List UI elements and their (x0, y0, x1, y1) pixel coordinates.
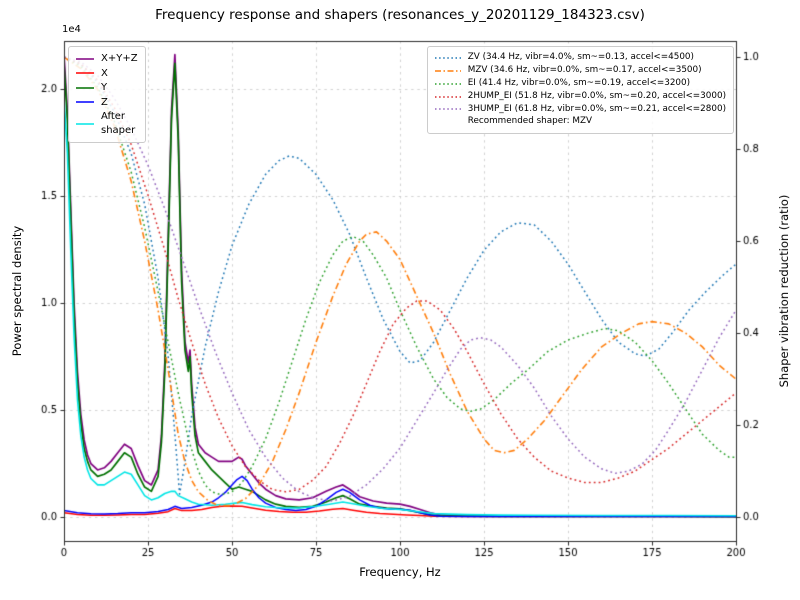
legend-line-icon (434, 95, 461, 98)
legend-item-label: Recommended shaper: MZV (467, 116, 593, 127)
legend-item-label: 2HUMP_EI (51.8 Hz, vibr=0.0%, sm~=0.20, … (467, 90, 726, 101)
legend-line-icon (76, 57, 94, 60)
legend-psd: X+Y+Z X Y Z After shaper (68, 46, 146, 143)
chart-title: Frequency response and shapers (resonanc… (155, 7, 645, 23)
legend-item: X (75, 67, 138, 81)
legend-item-label: MZV (34.6 Hz, vibr=0.0%, sm~=0.17, accel… (467, 64, 702, 75)
legend-item: After shaper (75, 110, 138, 137)
legend-item-label: EI (41.4 Hz, vibr=0.0%, sm~=0.19, accel<… (467, 77, 691, 88)
legend-item: 3HUMP_EI (61.8 Hz, vibr=0.0%, sm~=0.21, … (434, 104, 726, 116)
legend-item: EI (41.4 Hz, vibr=0.0%, sm~=0.19, accel<… (434, 78, 726, 90)
legend-item-label: ZV (34.4 Hz, vibr=4.0%, sm~=0.13, accel<… (467, 52, 694, 62)
y-axis-label-right: Shaper vibration reduction (ratio) (777, 194, 791, 388)
legend-item-label: Z (101, 96, 108, 108)
legend-item: ZV (34.4 Hz, vibr=4.0%, sm~=0.13, accel<… (434, 52, 726, 64)
legend-line-icon (76, 122, 94, 125)
legend-item-label: Y (101, 82, 108, 93)
legend-item: X+Y+Z (75, 52, 138, 66)
legend-item-label: X+Y+Z (101, 53, 138, 64)
legend-item: Recommended shaper: MZV (434, 116, 726, 128)
legend-item: MZV (34.6 Hz, vibr=0.0%, sm~=0.17, accel… (434, 65, 726, 77)
legend-line-icon (434, 108, 461, 111)
legend-line-icon (76, 101, 94, 104)
legend-line-icon (434, 57, 461, 59)
y-axis-offset-label: 1e4 (62, 24, 81, 35)
legend-item: 2HUMP_EI (51.8 Hz, vibr=0.0%, sm~=0.20, … (434, 91, 726, 103)
legend-line-icon (76, 86, 94, 89)
y-axis-label-left: Power spectral density (10, 225, 24, 357)
legend-line-icon (434, 117, 462, 127)
legend-shapers: ZV (34.4 Hz, vibr=4.0%, sm~=0.13, accel<… (426, 46, 734, 135)
legend-item-label: After shaper (101, 111, 136, 136)
legend-line-icon (434, 70, 461, 72)
x-axis-label: Frequency, Hz (359, 565, 441, 579)
legend-item-label: X (101, 67, 108, 79)
legend-item: Y (75, 81, 138, 95)
legend-item: Z (75, 96, 138, 110)
legend-line-icon (76, 72, 94, 75)
legend-line-icon (434, 82, 461, 85)
legend-item-label: 3HUMP_EI (61.8 Hz, vibr=0.0%, sm~=0.21, … (467, 103, 726, 114)
